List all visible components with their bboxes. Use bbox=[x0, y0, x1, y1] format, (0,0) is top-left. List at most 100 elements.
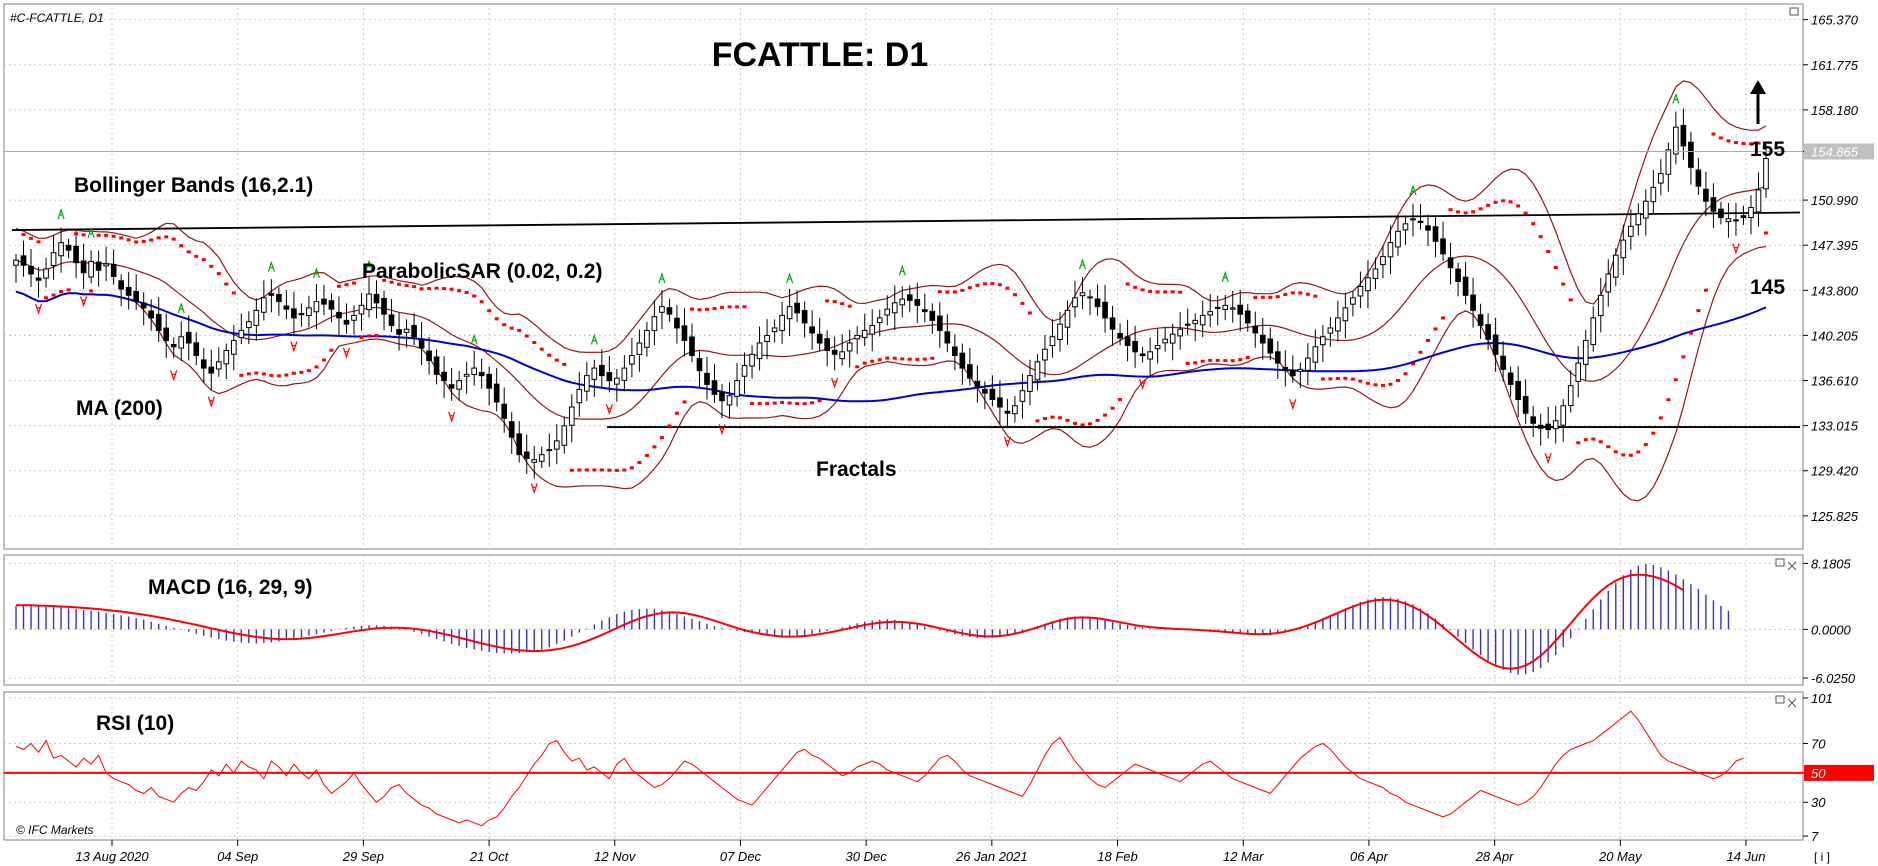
panel-controls-icon[interactable] bbox=[1775, 7, 1799, 708]
candle-body bbox=[456, 380, 462, 390]
candle-body bbox=[1627, 225, 1634, 237]
candle-body bbox=[328, 300, 335, 310]
candle-body bbox=[516, 433, 523, 456]
fractal-up-mark bbox=[312, 267, 320, 279]
x-tick-label: 21 Oct bbox=[469, 849, 510, 864]
candle-body bbox=[704, 372, 710, 385]
candle-body bbox=[1267, 338, 1274, 354]
candle-body bbox=[1537, 424, 1544, 429]
sar-dot bbox=[1478, 207, 1483, 211]
y-tick-label: 101 bbox=[1811, 691, 1833, 706]
y-tick-label: 165.370 bbox=[1811, 13, 1859, 28]
level-low-label: 145 bbox=[1750, 276, 1785, 299]
sar-dot bbox=[757, 401, 762, 405]
fractal-down-mark bbox=[207, 396, 215, 408]
sar-dot bbox=[1065, 418, 1070, 422]
candle-body bbox=[681, 325, 688, 341]
sar-dot bbox=[1125, 282, 1130, 286]
sar-dot bbox=[712, 306, 717, 310]
sar-dot bbox=[1223, 359, 1228, 363]
sar-label: ParabolicSAR (0.02, 0.2) bbox=[362, 260, 602, 283]
sar-dot bbox=[997, 283, 1002, 287]
sar-dot bbox=[1606, 445, 1611, 449]
candle-body bbox=[764, 334, 770, 342]
sar-dot bbox=[254, 371, 259, 375]
sar-dot bbox=[802, 402, 807, 406]
sar-dot bbox=[562, 362, 567, 366]
candle-body bbox=[869, 324, 876, 335]
sar-dot bbox=[291, 371, 296, 375]
sar-dot bbox=[539, 347, 544, 351]
candle-body bbox=[726, 395, 733, 406]
resistance-line bbox=[11, 211, 1801, 231]
sar-dot bbox=[1410, 362, 1415, 366]
sar-dot bbox=[1027, 311, 1032, 315]
candle-body bbox=[666, 307, 673, 315]
candle-body bbox=[1522, 396, 1529, 414]
candle-body bbox=[1042, 348, 1048, 361]
sar-dot bbox=[1613, 450, 1618, 454]
sar-dot bbox=[1673, 378, 1678, 382]
candle-body bbox=[1432, 226, 1439, 242]
x-tick-label: 12 Mar bbox=[1223, 849, 1264, 864]
sar-dot bbox=[419, 287, 424, 291]
candle-body bbox=[1725, 218, 1732, 223]
candle-body bbox=[418, 339, 425, 349]
candle-body bbox=[1169, 333, 1176, 344]
candle-body bbox=[1425, 225, 1431, 231]
x-tick-label: 20 May bbox=[1598, 849, 1643, 864]
candle-body bbox=[276, 293, 282, 303]
candle-body bbox=[343, 319, 350, 325]
candle-body bbox=[178, 336, 185, 349]
info-button[interactable]: [ i ] bbox=[1814, 850, 1830, 864]
sar-dot bbox=[216, 272, 221, 276]
candle-body bbox=[336, 311, 342, 319]
sar-dot bbox=[1403, 372, 1408, 376]
sar-dot bbox=[1275, 295, 1280, 299]
y-tick-label: 7 bbox=[1811, 829, 1819, 844]
sar-dot bbox=[1343, 376, 1348, 380]
sar-dot bbox=[261, 372, 266, 376]
candle-body bbox=[1034, 361, 1041, 381]
fractal-down-mark bbox=[448, 411, 456, 423]
sar-dot bbox=[1711, 132, 1716, 136]
sar-dot bbox=[915, 357, 920, 361]
sar-dot bbox=[1733, 141, 1738, 145]
sar-dot bbox=[1238, 358, 1243, 362]
candle-body bbox=[809, 326, 815, 334]
sar-dot bbox=[795, 402, 800, 406]
sar-dot bbox=[1268, 295, 1273, 299]
candle-body bbox=[936, 315, 943, 331]
candle-body bbox=[824, 338, 830, 352]
sar-dot bbox=[667, 424, 672, 428]
sar-dot bbox=[186, 250, 191, 254]
sar-dot bbox=[457, 289, 462, 293]
sar-dot bbox=[532, 340, 537, 344]
sar-dot bbox=[449, 287, 454, 291]
candle-body bbox=[58, 242, 64, 257]
y-tick-label: 147.395 bbox=[1811, 238, 1859, 253]
candle-body bbox=[1274, 351, 1281, 364]
sar-dot bbox=[1538, 235, 1543, 239]
candle-body bbox=[1357, 286, 1364, 297]
fractal-down-mark bbox=[1003, 436, 1011, 448]
fractal-up-mark bbox=[590, 333, 598, 345]
sar-dot bbox=[231, 291, 236, 295]
candle-body bbox=[125, 286, 132, 296]
candle-body bbox=[208, 366, 215, 374]
sar-dot bbox=[614, 468, 619, 472]
sar-dot bbox=[1395, 379, 1400, 383]
trend-lines bbox=[11, 211, 1801, 428]
candle-body bbox=[553, 440, 560, 450]
sar-dot bbox=[960, 288, 965, 292]
candle-body bbox=[719, 392, 725, 402]
candle-body bbox=[471, 367, 477, 375]
sar-dot bbox=[862, 361, 867, 365]
sar-dot bbox=[772, 401, 777, 405]
macd-label: MACD (16, 29, 9) bbox=[148, 576, 313, 599]
sar-dot bbox=[855, 365, 860, 369]
y-tick-label: 158.180 bbox=[1811, 103, 1859, 118]
sar-dot bbox=[1133, 285, 1138, 289]
sar-dot bbox=[359, 336, 364, 340]
